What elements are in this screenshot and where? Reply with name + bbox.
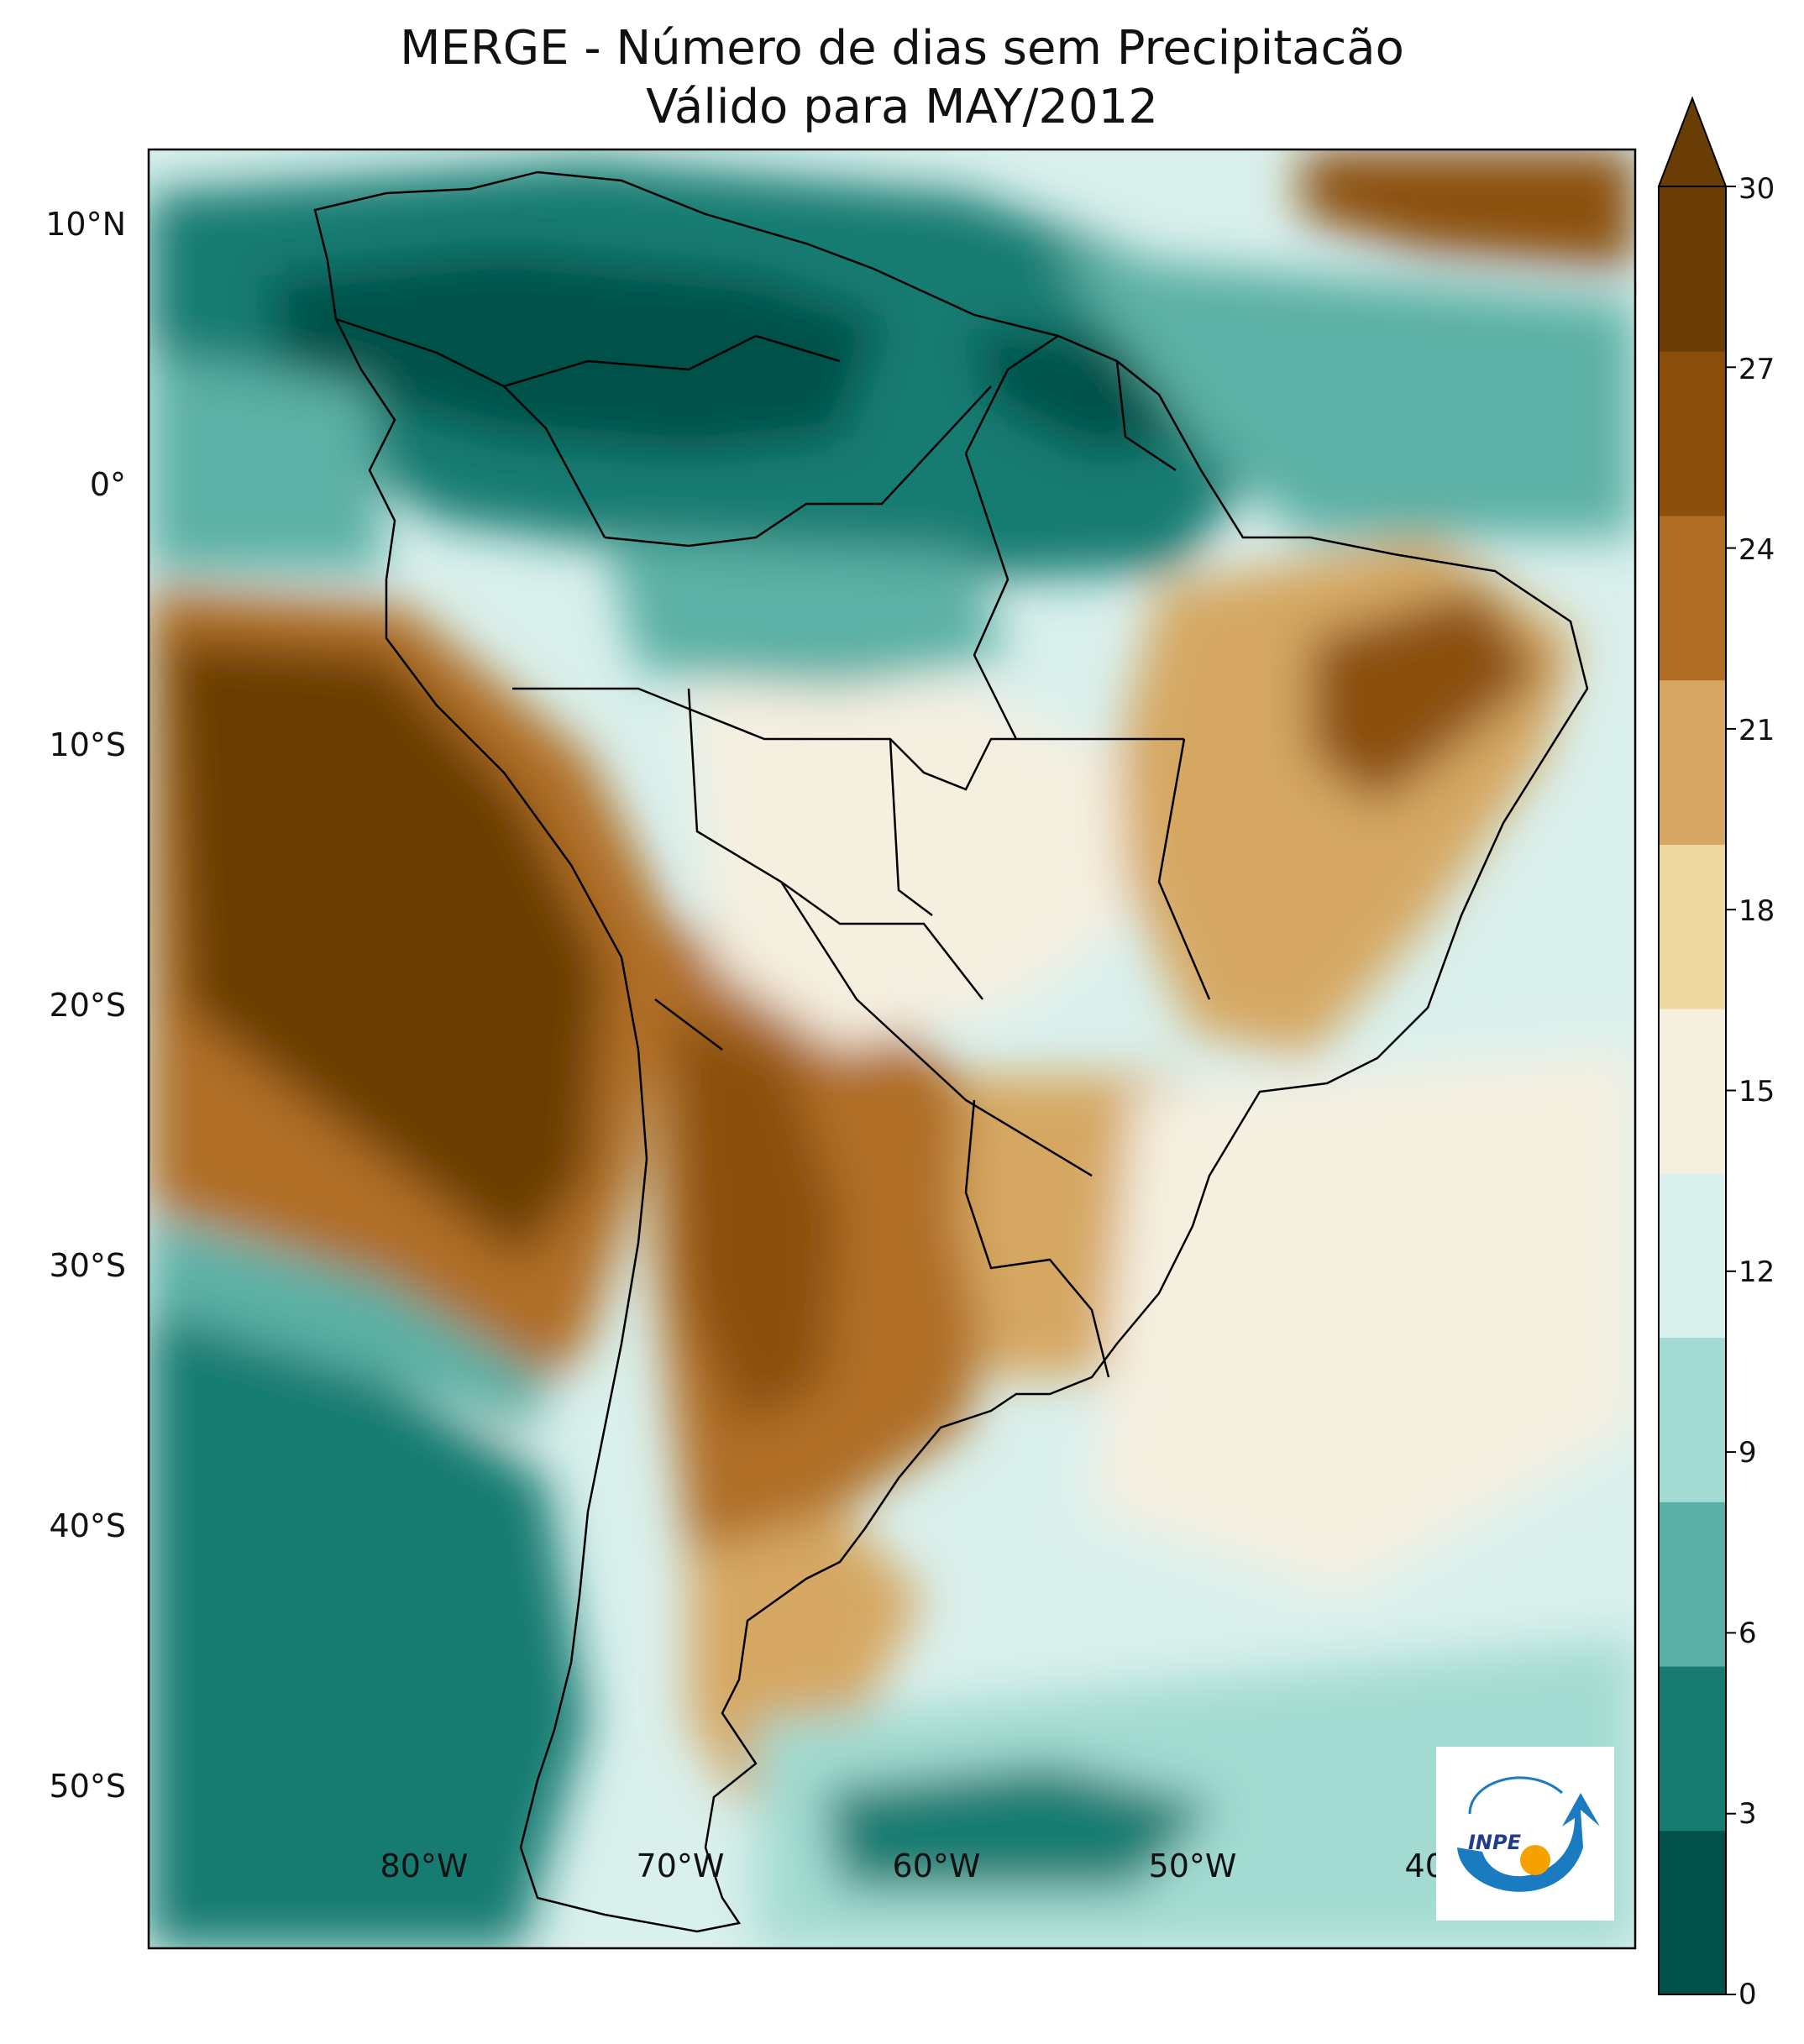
colorbar-band-18 bbox=[1659, 843, 1726, 1009]
colorbar-tick-24: 24 bbox=[1738, 533, 1775, 567]
colorbar-tick-12: 12 bbox=[1738, 1255, 1775, 1289]
region-south-pacific bbox=[149, 1302, 588, 1948]
lat-label-10s: 10°S bbox=[49, 726, 126, 763]
inpe-logo: INPE bbox=[1436, 1747, 1614, 1921]
region-south-pacific-mid bbox=[149, 1218, 546, 1428]
colorbar-tick-30: 30 bbox=[1738, 172, 1775, 206]
lat-label-30s: 30°S bbox=[49, 1247, 126, 1284]
lat-label-50s: 50°S bbox=[49, 1768, 126, 1805]
region-south-atlantic bbox=[1092, 1050, 1635, 1596]
colorbar-band-0 bbox=[1659, 1830, 1726, 1995]
colorbar-tick-15: 15 bbox=[1738, 1075, 1775, 1108]
colorbar-band-15 bbox=[1659, 1008, 1726, 1174]
colorbar-band-30 bbox=[1659, 186, 1726, 352]
south-america-outline bbox=[313, 170, 1589, 1933]
region-tropical-atlantic-ne bbox=[1302, 149, 1635, 269]
colorbar-band-9 bbox=[1659, 1337, 1726, 1502]
colorbar-band-12 bbox=[1659, 1172, 1726, 1339]
colorbar-tick-9: 9 bbox=[1738, 1436, 1757, 1470]
colorbar-band-27 bbox=[1659, 350, 1726, 516]
region-atlantic-north bbox=[1050, 252, 1635, 537]
region-ne-brazil-core bbox=[1310, 588, 1545, 806]
region-central-amazon bbox=[605, 537, 1008, 689]
colorbar-tick-27: 27 bbox=[1738, 353, 1775, 386]
precip-field bbox=[149, 149, 1635, 1948]
colorbar-tick-3: 3 bbox=[1738, 1797, 1757, 1831]
lat-label-10n: 10°N bbox=[45, 206, 126, 243]
lon-label-60w: 60°W bbox=[892, 1847, 981, 1884]
colorbar-band-6 bbox=[1659, 1501, 1726, 1667]
inpe-logo-text: INPE bbox=[1468, 1831, 1521, 1854]
lat-label-40s: 40°S bbox=[49, 1507, 126, 1544]
colorbar-band-3 bbox=[1659, 1665, 1726, 1832]
map-title: MERGE - Número de dias sem Precipitacão bbox=[400, 21, 1404, 76]
colorbar-tick-6: 6 bbox=[1738, 1617, 1757, 1650]
lon-label-50w: 50°W bbox=[1148, 1847, 1237, 1884]
colorbar-band-24 bbox=[1659, 515, 1726, 681]
lat-label-20s: 20°S bbox=[49, 987, 126, 1024]
region-southern-ocean-dark bbox=[823, 1764, 1218, 1889]
lon-label-80w: 80°W bbox=[380, 1847, 469, 1884]
border-lines bbox=[335, 317, 1211, 1378]
region-argentina-core bbox=[672, 1008, 840, 1428]
map-frame bbox=[147, 148, 1637, 1950]
region-pacific-very-dry bbox=[168, 638, 605, 1260]
lat-label-0: 0° bbox=[89, 466, 126, 503]
region-north-dark bbox=[269, 252, 882, 453]
map-subtitle: Válido para MAY/2012 bbox=[646, 80, 1158, 134]
coastlines bbox=[313, 170, 1589, 1933]
lon-label-70w: 70°W bbox=[636, 1847, 725, 1884]
inpe-logo-graphic bbox=[1457, 1776, 1600, 1892]
colorbar-tick-21: 21 bbox=[1738, 714, 1775, 747]
region-equatorial-pacific bbox=[149, 353, 386, 571]
colorbar-extend-arrow bbox=[1657, 96, 1728, 187]
region-central-west bbox=[689, 689, 1125, 1050]
colorbar-band-21 bbox=[1659, 679, 1726, 845]
colorbar-tick-0: 0 bbox=[1738, 1978, 1757, 2011]
colorbar bbox=[1657, 96, 1736, 1995]
colorbar-tick-18: 18 bbox=[1738, 894, 1775, 928]
region-patagonia bbox=[689, 1512, 924, 1806]
